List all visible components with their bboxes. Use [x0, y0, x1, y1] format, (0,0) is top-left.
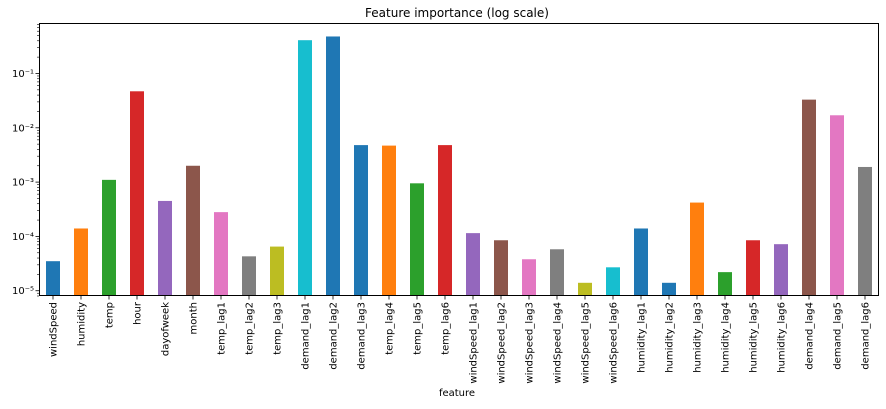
x-tick-label: temp_lag2	[245, 302, 256, 355]
bar-windSpeed_lag4	[550, 249, 564, 296]
x-tick-label: month	[189, 302, 200, 334]
bar-temp_lag3	[270, 246, 284, 296]
bar-humidity_lag1	[634, 228, 648, 296]
plot-frame	[39, 23, 879, 296]
x-tick-label: temp_lag1	[217, 302, 228, 355]
y-tick-label: 10⁻¹	[12, 69, 34, 80]
bar-demand_lag5	[830, 115, 844, 296]
x-tick-label: hour	[133, 301, 144, 325]
bar-humidity_lag5	[746, 240, 760, 296]
x-tick-label: humidity_lag2	[665, 302, 676, 373]
x-tick-label: windSpeed_lag1	[469, 302, 480, 384]
x-tick-label: windSpeed_lag5	[581, 302, 592, 384]
bar-hour	[130, 91, 144, 296]
bar-demand_lag1	[298, 40, 312, 296]
x-tick-label: demand_lag4	[805, 302, 816, 370]
bar-windSpeed_lag6	[606, 267, 620, 296]
y-tick-label: 10⁻⁵	[12, 286, 34, 297]
x-tick-label: windSpeed_lag4	[553, 302, 564, 384]
x-tick-label: humidity	[77, 302, 88, 346]
bar-windSpeed_lag5	[578, 282, 592, 296]
x-tick-label: demand_lag1	[301, 302, 312, 370]
y-tick-label: 10⁻²	[12, 123, 34, 134]
bar-humidity_lag4	[718, 272, 732, 296]
bar-humidity	[74, 228, 88, 296]
y-tick-label: 10⁻³	[12, 178, 34, 189]
x-tick-label: windSpeed_lag2	[497, 302, 508, 384]
x-tick-label: demand_lag5	[833, 302, 844, 370]
x-tick-label: humidity_lag1	[637, 302, 648, 373]
bar-humidity_lag2	[662, 282, 676, 296]
bar-humidity_lag6	[774, 244, 788, 296]
bar-demand_lag3	[354, 145, 368, 296]
x-tick-label: humidity_lag4	[721, 302, 732, 373]
bar-temp_lag4	[382, 145, 396, 296]
bar-windSpeed	[46, 261, 60, 296]
bar-windSpeed_lag2	[494, 240, 508, 296]
x-axis-label: feature	[439, 388, 475, 399]
x-tick-label: humidity_lag3	[693, 302, 704, 373]
bar-dayofweek	[158, 200, 172, 296]
x-tick-label: dayofweek	[161, 302, 172, 356]
bar-windSpeed_lag3	[522, 259, 536, 296]
x-tick-label: temp_lag5	[413, 302, 424, 355]
x-tick-label: temp_lag4	[385, 302, 396, 355]
bar-demand_lag2	[326, 36, 340, 296]
bar-humidity_lag3	[690, 202, 704, 296]
bar-month	[186, 165, 200, 296]
bar-temp	[102, 179, 116, 296]
x-tick-label: demand_lag3	[357, 302, 368, 370]
bar-temp_lag6	[438, 145, 452, 296]
x-tick-label: temp_lag6	[441, 302, 452, 355]
x-tick-label: humidity_lag5	[749, 302, 760, 373]
bar-temp_lag2	[242, 256, 256, 296]
chart-title: Feature importance (log scale)	[365, 6, 549, 20]
bar-temp_lag5	[410, 183, 424, 296]
x-tick-label: windSpeed	[49, 302, 60, 357]
bar-demand_lag6	[858, 166, 872, 296]
x-tick-label: demand_lag2	[329, 302, 340, 370]
x-tick-label: temp	[105, 302, 116, 328]
bar-temp_lag1	[214, 212, 228, 296]
bars-group	[46, 36, 872, 296]
y-axis-ticks: 10⁻⁵ 10⁻⁴ 10⁻³ 10⁻² 10⁻¹	[12, 24, 39, 297]
x-tick-label: windSpeed_lag6	[609, 302, 620, 384]
x-tick-label: windSpeed_lag3	[525, 302, 536, 384]
bar-demand_lag4	[802, 99, 816, 296]
x-axis-ticks: windSpeed humidity temp hour dayofweek month t…	[49, 296, 872, 384]
y-tick-label: 10⁻⁴	[12, 232, 34, 243]
x-tick-label: demand_lag6	[861, 302, 872, 370]
bar-windSpeed_lag1	[466, 233, 480, 296]
x-tick-label: temp_lag3	[273, 302, 284, 355]
x-tick-label: humidity_lag6	[777, 302, 788, 373]
